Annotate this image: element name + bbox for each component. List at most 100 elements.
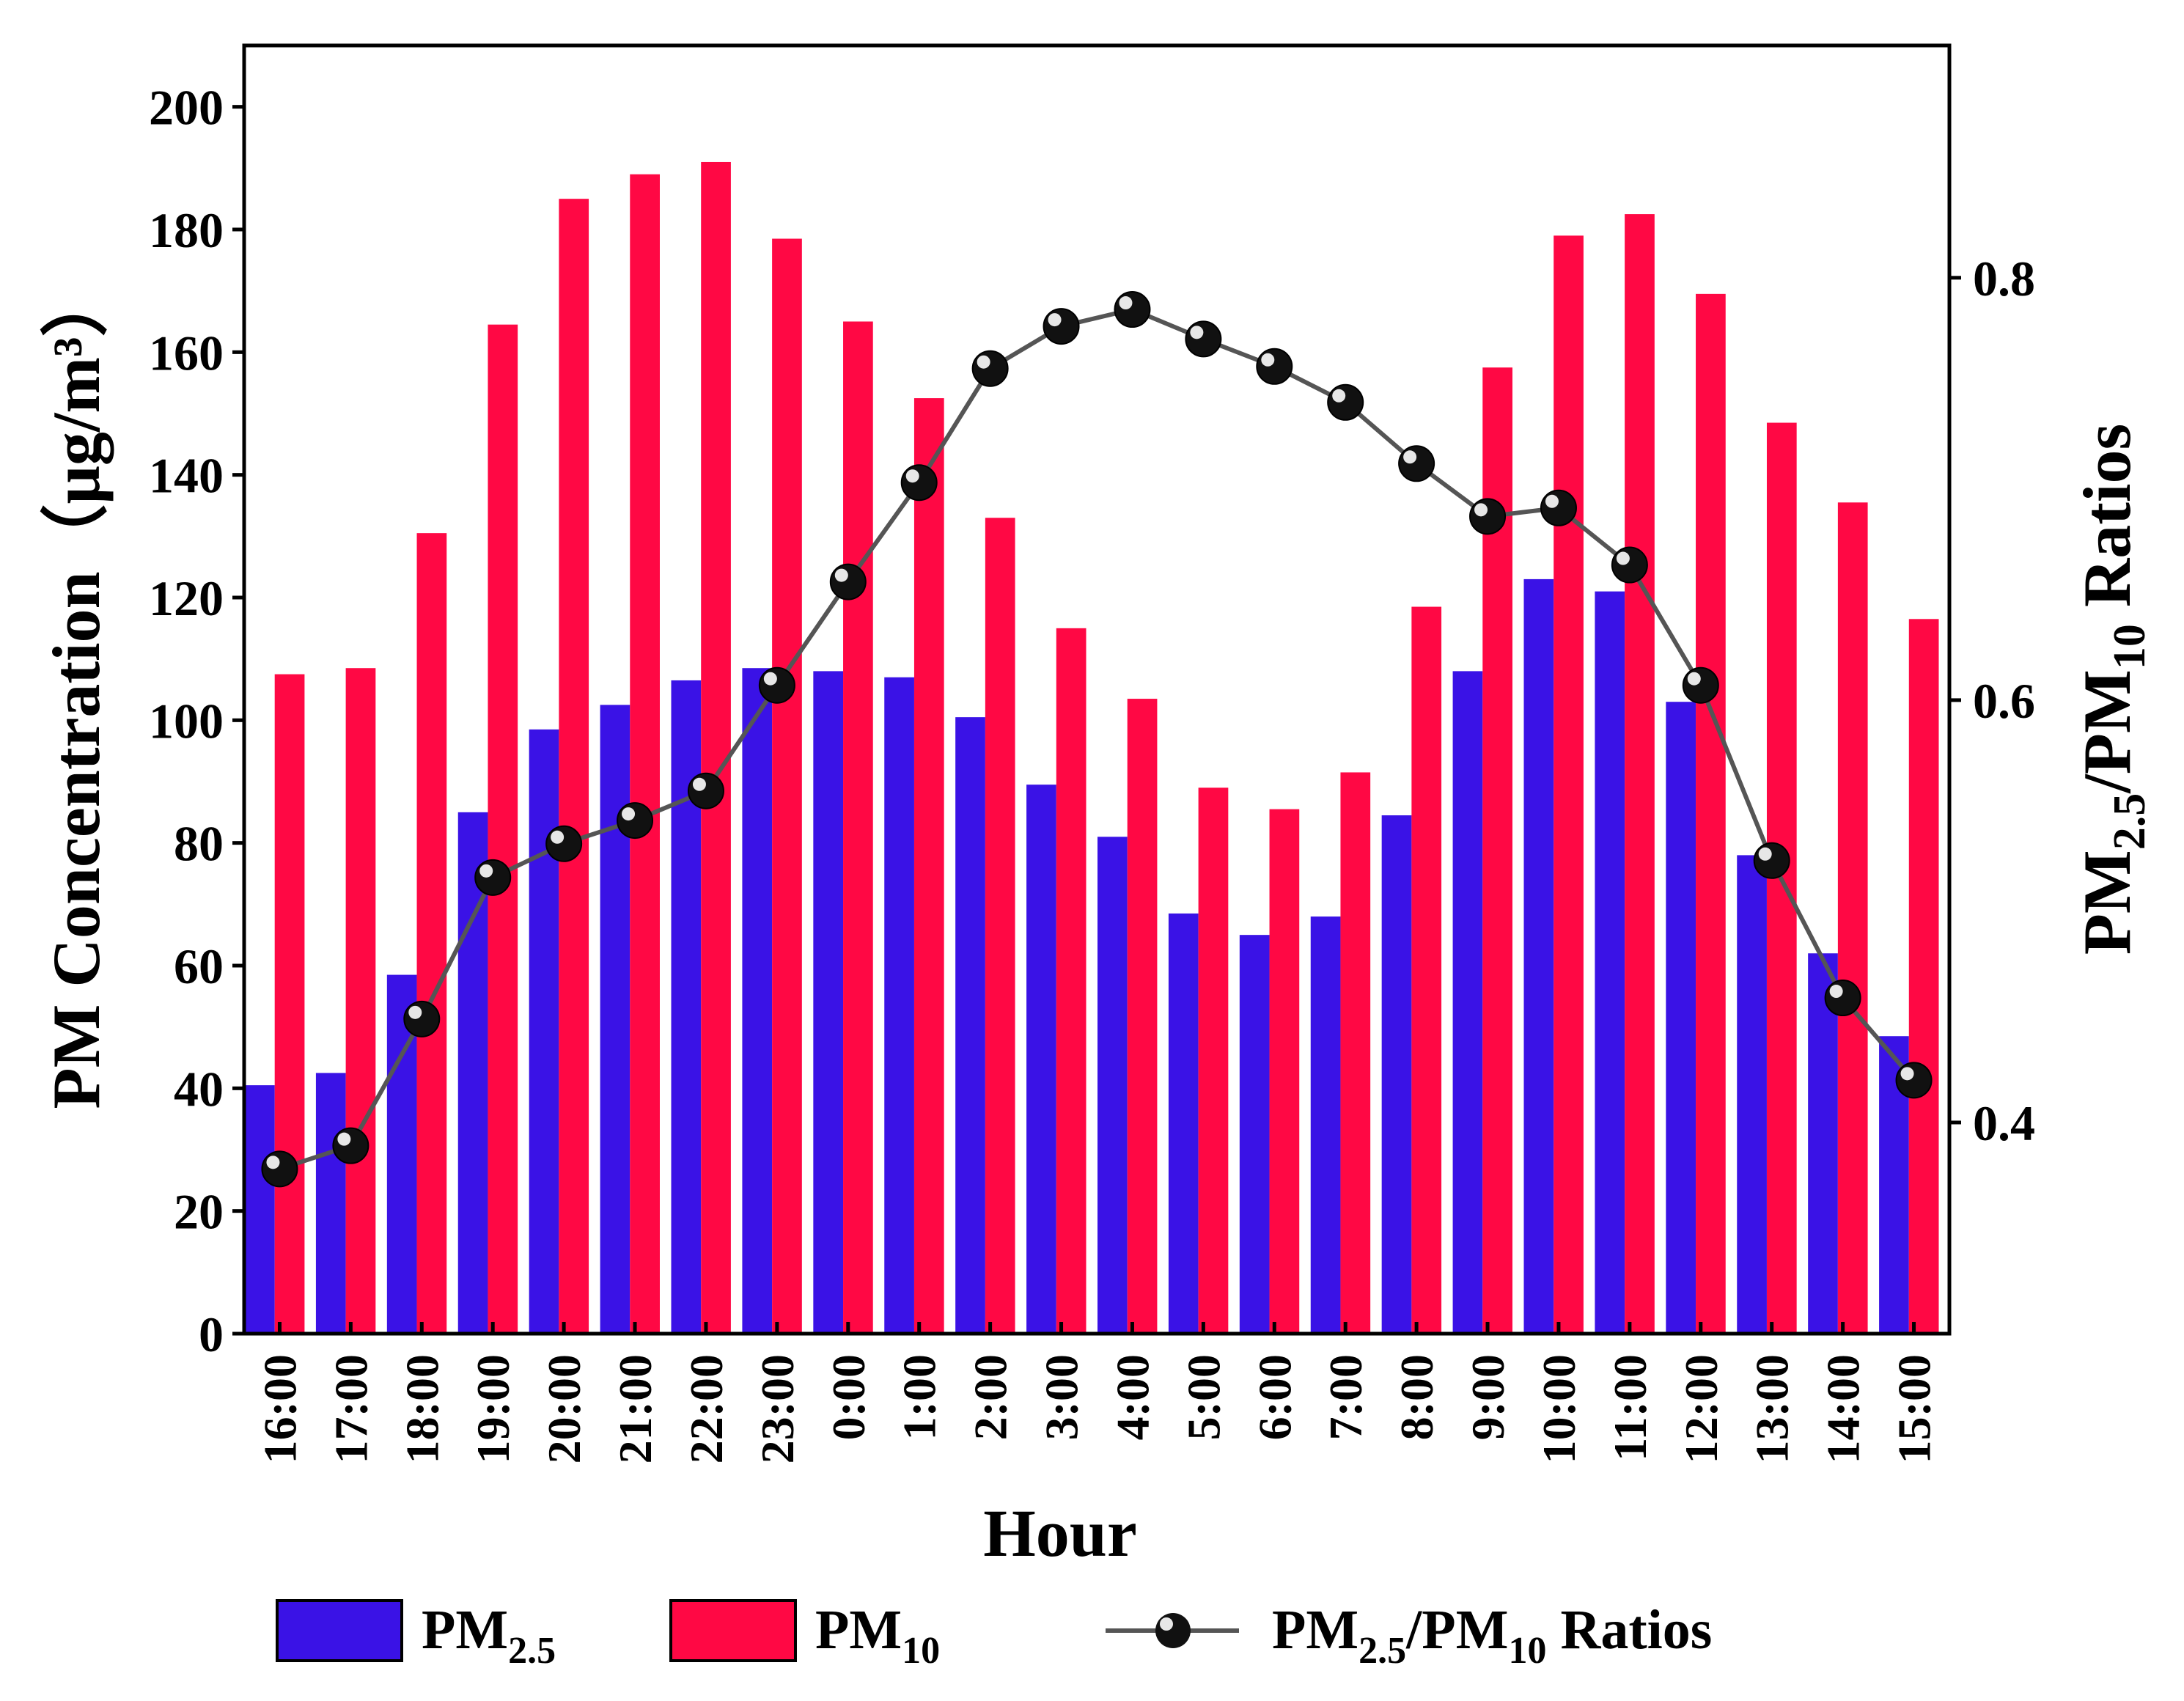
ratio-point-highlight — [266, 1156, 280, 1169]
bar-pm10 — [1625, 214, 1655, 1334]
ratio-point-highlight — [479, 864, 493, 878]
bar-pm25 — [884, 677, 914, 1334]
x-tick-label: 18:00 — [396, 1354, 448, 1463]
ratio-point — [1327, 383, 1364, 421]
x-tick-label: 22:00 — [680, 1354, 732, 1463]
ratio-point-highlight — [622, 807, 636, 821]
bar-pm10 — [416, 533, 447, 1334]
bar-pm25 — [315, 1073, 346, 1334]
bar-pm10 — [1198, 787, 1229, 1334]
x-tick-label: 13:00 — [1746, 1354, 1798, 1463]
x-tick-label: 8:00 — [1391, 1354, 1443, 1440]
bar-pm25 — [813, 671, 844, 1334]
bar-pm25 — [529, 729, 559, 1334]
legend-label-ratio: PM2.5/PM10 Ratios — [1272, 1599, 1712, 1672]
ratio-point-highlight — [1829, 985, 1843, 999]
ratio-point-highlight — [1403, 450, 1417, 464]
bar-pm10 — [559, 199, 589, 1334]
legend-label-pm10: PM10 — [815, 1599, 940, 1672]
y2-tick-label: 0.6 — [1973, 673, 2035, 729]
x-tick-label: 10:00 — [1533, 1354, 1585, 1463]
ratio-point — [1540, 489, 1577, 526]
bar-pm10 — [1554, 235, 1584, 1334]
ratio-point-highlight — [1900, 1067, 1914, 1081]
y-tick-label: 100 — [149, 693, 224, 749]
ratio-point-highlight — [1616, 551, 1630, 565]
ratio-point — [1824, 980, 1861, 1017]
ratio-point-highlight — [905, 469, 919, 483]
bar-pm10 — [1411, 606, 1442, 1334]
bar-pm25 — [1026, 785, 1056, 1334]
x-tick-label: 17:00 — [325, 1354, 377, 1463]
y-tick-label: 180 — [149, 202, 224, 258]
bar-pm10 — [1269, 809, 1300, 1334]
x-tick-label: 6:00 — [1249, 1354, 1301, 1440]
legend-marker-ratio-icon — [1155, 1613, 1191, 1648]
bar-pm10 — [1837, 502, 1868, 1334]
x-tick-label: 4:00 — [1106, 1354, 1158, 1440]
y-tick-label: 160 — [149, 325, 224, 381]
x-tick-label: 3:00 — [1036, 1354, 1088, 1440]
x-tick-label: 16:00 — [254, 1354, 306, 1463]
y-tick-label: 120 — [149, 570, 224, 626]
ratio-point — [1043, 308, 1080, 345]
x-tick-label: 0:00 — [823, 1354, 875, 1440]
bar-pm25 — [1097, 837, 1128, 1334]
ratio-point-highlight — [551, 830, 565, 844]
ratio-point — [545, 825, 583, 862]
bar-pm25 — [742, 668, 773, 1334]
ratio-point-highlight — [834, 568, 848, 582]
x-tick-label: 20:00 — [538, 1354, 590, 1463]
bar-pm10 — [1056, 628, 1087, 1334]
ratio-point-highlight — [692, 777, 706, 791]
ratio-point — [403, 1000, 441, 1037]
bar-pm10 — [1340, 772, 1371, 1334]
x-tick-label: 7:00 — [1320, 1354, 1372, 1440]
ratio-point-highlight — [763, 672, 777, 686]
ratio-point — [758, 666, 795, 704]
bar-pm25 — [245, 1085, 275, 1334]
ratio-point-highlight — [977, 355, 990, 369]
bar-pm25 — [600, 705, 630, 1334]
bar-pm10 — [274, 674, 305, 1334]
bar-pm25 — [1310, 916, 1341, 1334]
y-tick-label: 0 — [199, 1307, 224, 1362]
bar-pm25 — [1239, 935, 1270, 1334]
legend-label-pm25: PM2.5 — [422, 1599, 556, 1672]
plot-frame — [242, 43, 1952, 1336]
legend: PM2.5 PM10 PM2.5/PM10 Ratios — [276, 1599, 1712, 1672]
ratio-point-highlight — [1190, 326, 1204, 339]
ratio-point — [1114, 291, 1151, 328]
legend-swatch-pm25 — [276, 1599, 403, 1662]
x-tick-label: 2:00 — [965, 1354, 1017, 1440]
bar-pm10 — [843, 321, 873, 1334]
y-tick-label: 20 — [174, 1184, 224, 1240]
ratio-point-highlight — [1758, 847, 1772, 861]
ratio-point — [1469, 498, 1507, 535]
ratio-point-highlight — [1119, 296, 1133, 310]
bar-pm25 — [955, 717, 985, 1334]
legend-swatch-pm10 — [669, 1599, 797, 1662]
y2-tick-label: 0.8 — [1973, 251, 2035, 306]
bar-pm10 — [913, 398, 944, 1334]
bar-pm10 — [701, 161, 731, 1334]
y-tick-label: 140 — [149, 448, 224, 504]
x-axis: 16:00 17:00 18:00 19:00 20:00 21:00 22:00 23:00… — [254, 1322, 1941, 1463]
ratio-point — [687, 772, 724, 809]
ratio-point — [1682, 666, 1719, 704]
bar-pm10 — [1127, 699, 1158, 1334]
ratio-point — [900, 464, 938, 502]
x-tick-label: 21:00 — [609, 1354, 661, 1463]
y-axis-title: PM Concentration（μg/m³） — [39, 269, 114, 1109]
x-tick-label: 23:00 — [751, 1354, 804, 1463]
ratio-point — [1753, 842, 1790, 879]
bar-pm25 — [1452, 671, 1483, 1334]
ratio-point-highlight — [1332, 389, 1346, 403]
y-tick-label: 80 — [174, 816, 224, 872]
ratio-point — [474, 859, 512, 896]
bar-pm10 — [985, 518, 1015, 1334]
ratio-point-highlight — [1474, 503, 1488, 517]
ratio-point — [1185, 320, 1222, 358]
x-tick-label: 15:00 — [1889, 1354, 1941, 1463]
